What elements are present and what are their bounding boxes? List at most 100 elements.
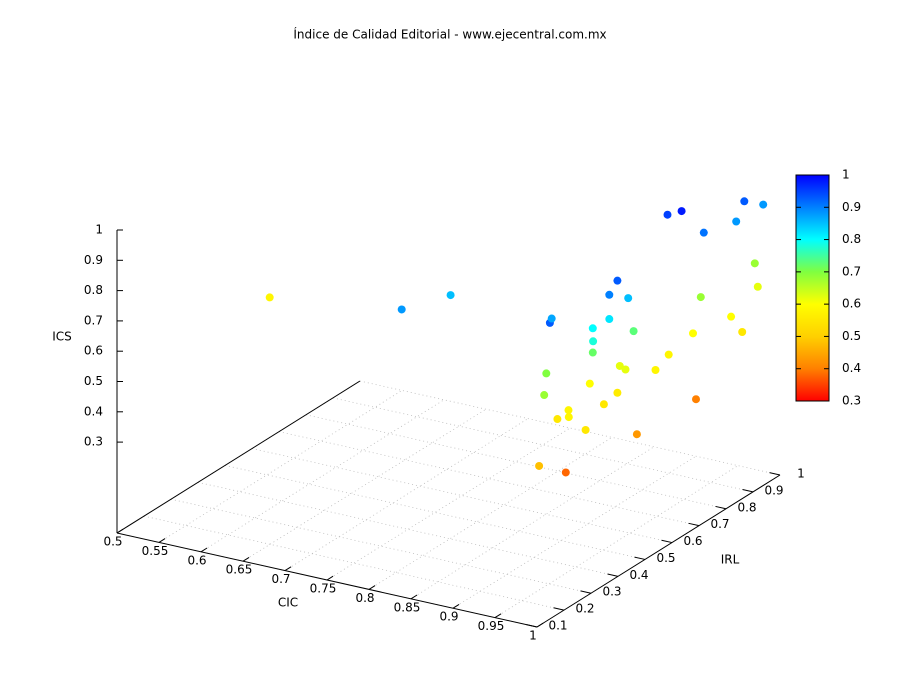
z-tick-label: 0.4 (84, 404, 103, 418)
y-tick-label: 1 (797, 467, 805, 481)
y-tick-label: 0.3 (602, 585, 621, 599)
x-tick-label: 0.55 (142, 544, 169, 558)
data-point (446, 291, 455, 300)
y-tick (661, 539, 673, 544)
x-tick (494, 613, 502, 619)
axis-line (116, 532, 538, 628)
x-tick-label: 0.65 (226, 563, 253, 577)
y-tick (553, 607, 565, 611)
z-tick-label: 0.9 (84, 253, 103, 267)
grid-line (224, 465, 646, 560)
data-point (753, 282, 762, 291)
data-point (699, 228, 708, 237)
axis-line (536, 474, 781, 628)
data-point (651, 366, 660, 375)
z-tick-label: 0.8 (84, 283, 103, 297)
grid-line (278, 431, 700, 527)
data-point (692, 395, 700, 404)
data-point (397, 305, 406, 314)
z-tick-label: 0.7 (84, 313, 103, 327)
x-tick (242, 556, 250, 562)
y-tick-label: 0.6 (683, 534, 702, 548)
data-point (561, 468, 570, 477)
colorbar (795, 174, 830, 402)
colorbar-tick-label: 0.4 (842, 361, 861, 375)
axis-line (116, 380, 361, 534)
chart-title: Índice de Calidad Editorial - www.ejecen… (293, 27, 606, 42)
data-point (585, 379, 594, 388)
grid-line (197, 481, 619, 577)
grid-line (143, 515, 565, 611)
y-tick-label: 0.2 (575, 602, 594, 616)
y-tick-label: 0.1 (548, 619, 567, 633)
y-tick (769, 472, 781, 476)
x-tick (326, 575, 334, 581)
data-point (605, 315, 614, 324)
data-point (689, 329, 697, 338)
grid-line (326, 427, 571, 581)
y-axis-label: IRL (721, 553, 740, 567)
z-tick-label: 0.3 (84, 435, 103, 449)
y-tick-label: 0.4 (629, 568, 648, 582)
x-tick (158, 538, 166, 543)
grid-line (452, 455, 697, 609)
data-point (542, 369, 551, 378)
x-tick-label: 0.8 (355, 591, 374, 605)
data-point (615, 361, 624, 370)
data-point (553, 415, 562, 424)
colorbar-tick-label: 1 (842, 168, 850, 182)
grid-line (251, 448, 673, 543)
data-point (727, 312, 736, 321)
data-point (696, 293, 705, 302)
x-tick (452, 603, 460, 609)
data-point (535, 461, 544, 470)
data-point (629, 327, 638, 336)
colorbar-tick-label: 0.8 (842, 232, 861, 246)
data-point (621, 365, 630, 374)
data-point (759, 200, 768, 209)
data-point (613, 276, 622, 285)
x-tick-label: 0.6 (187, 553, 206, 567)
colorbar-tick-label: 0.9 (842, 200, 861, 214)
colorbar-tick-label: 0.7 (842, 264, 861, 278)
x-tick-label: 0.85 (394, 600, 421, 614)
x-tick (410, 594, 418, 600)
z-tick-label: 0.6 (84, 344, 103, 358)
y-tick-label: 0.8 (737, 500, 756, 514)
y-tick (634, 556, 646, 560)
grid-line (305, 414, 727, 510)
x-tick (200, 547, 208, 553)
x-tick-label: 0.5 (103, 535, 122, 549)
z-tick-label: 1 (95, 223, 103, 237)
y-tick-label: 0.9 (764, 483, 783, 497)
x-tick-label: 1 (529, 629, 537, 643)
data-point (589, 337, 598, 346)
x-tick-label: 0.95 (478, 619, 505, 633)
grid-line (158, 390, 403, 543)
grid-line (170, 498, 592, 594)
data-point (664, 350, 673, 359)
data-point (624, 294, 633, 303)
x-axis-label: CIC (278, 596, 298, 610)
x-tick (368, 585, 376, 590)
grid-line (200, 399, 445, 553)
data-point (540, 391, 549, 400)
colorbar-tick-label: 0.6 (842, 297, 861, 311)
data-point (740, 197, 749, 206)
z-tick-label: 0.5 (84, 374, 103, 388)
data-point (564, 406, 573, 415)
y-tick (607, 573, 619, 577)
grid-line (368, 437, 613, 590)
data-point (588, 324, 597, 333)
data-point (581, 425, 590, 434)
x-tick-label: 0.7 (271, 572, 290, 586)
y-tick (742, 489, 754, 493)
data-point (632, 430, 641, 439)
x-tick-label: 0.75 (310, 582, 337, 596)
data-point (564, 413, 573, 422)
data-point (663, 210, 672, 219)
data-point (599, 400, 608, 409)
data-point (750, 259, 759, 268)
y-tick (715, 505, 727, 510)
